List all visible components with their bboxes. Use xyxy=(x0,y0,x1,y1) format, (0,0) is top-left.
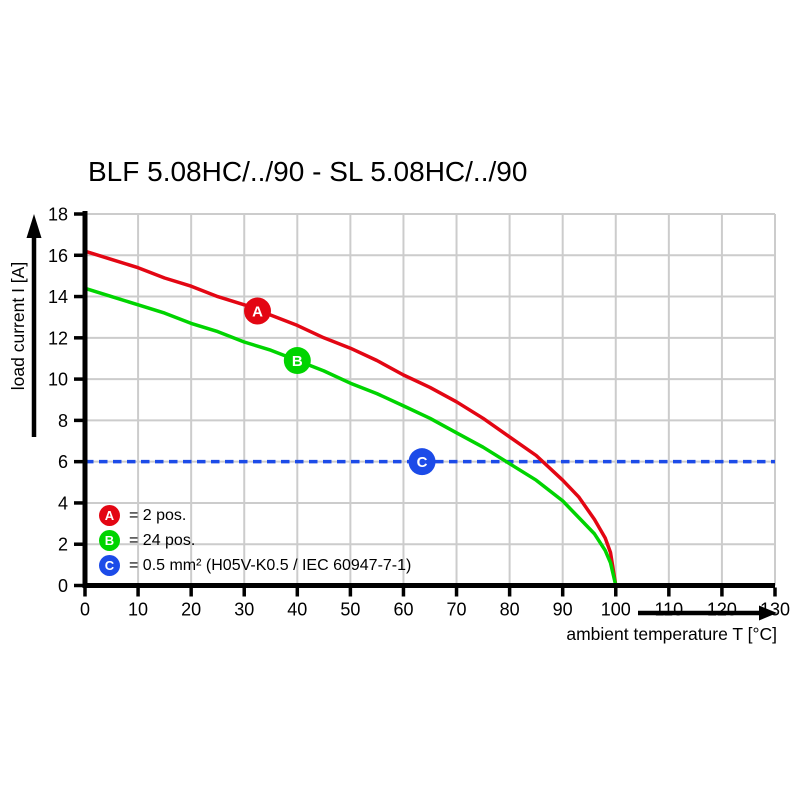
legend-label-c: = 0.5 mm² (H05V-K0.5 / IEC 60947-7-1) xyxy=(129,556,412,574)
svg-text:70: 70 xyxy=(447,600,467,620)
svg-text:120: 120 xyxy=(707,600,737,620)
svg-text:0: 0 xyxy=(58,576,68,596)
svg-text:8: 8 xyxy=(58,411,68,431)
x-axis-label: ambient temperature T [°C] xyxy=(566,624,777,644)
svg-text:18: 18 xyxy=(48,205,68,225)
svg-text:0: 0 xyxy=(80,600,90,620)
legend-item-a: A = 2 pos. xyxy=(99,503,411,528)
svg-text:4: 4 xyxy=(58,493,68,513)
legend-label-a: = 2 pos. xyxy=(129,506,187,524)
y-axis-label: load current I [A] xyxy=(8,262,28,390)
svg-text:A: A xyxy=(252,304,263,321)
legend-marker-c-icon: C xyxy=(99,555,120,576)
svg-text:10: 10 xyxy=(48,370,68,390)
svg-text:10: 10 xyxy=(128,600,148,620)
svg-text:30: 30 xyxy=(234,600,254,620)
legend-marker-b-icon: B xyxy=(99,530,120,551)
svg-text:40: 40 xyxy=(287,600,307,620)
legend: A = 2 pos. B = 24 pos. C = 0.5 mm² (H05V… xyxy=(99,503,411,578)
legend-item-b: B = 24 pos. xyxy=(99,528,411,553)
svg-text:2: 2 xyxy=(58,535,68,555)
svg-text:20: 20 xyxy=(181,600,201,620)
legend-label-b: = 24 pos. xyxy=(129,531,196,549)
svg-text:100: 100 xyxy=(601,600,631,620)
svg-text:14: 14 xyxy=(48,287,68,307)
svg-text:80: 80 xyxy=(500,600,520,620)
svg-text:6: 6 xyxy=(58,452,68,472)
legend-marker-a-icon: A xyxy=(99,505,120,526)
svg-text:B: B xyxy=(292,353,303,370)
chart-title: BLF 5.08HC/../90 - SL 5.08HC/../90 xyxy=(88,156,528,187)
svg-text:110: 110 xyxy=(654,600,683,620)
svg-text:16: 16 xyxy=(48,246,68,266)
svg-text:12: 12 xyxy=(48,328,68,348)
svg-text:C: C xyxy=(417,454,428,471)
svg-text:90: 90 xyxy=(553,600,573,620)
svg-text:50: 50 xyxy=(340,600,360,620)
svg-text:60: 60 xyxy=(393,600,413,620)
legend-item-c: C = 0.5 mm² (H05V-K0.5 / IEC 60947-7-1) xyxy=(99,553,411,578)
